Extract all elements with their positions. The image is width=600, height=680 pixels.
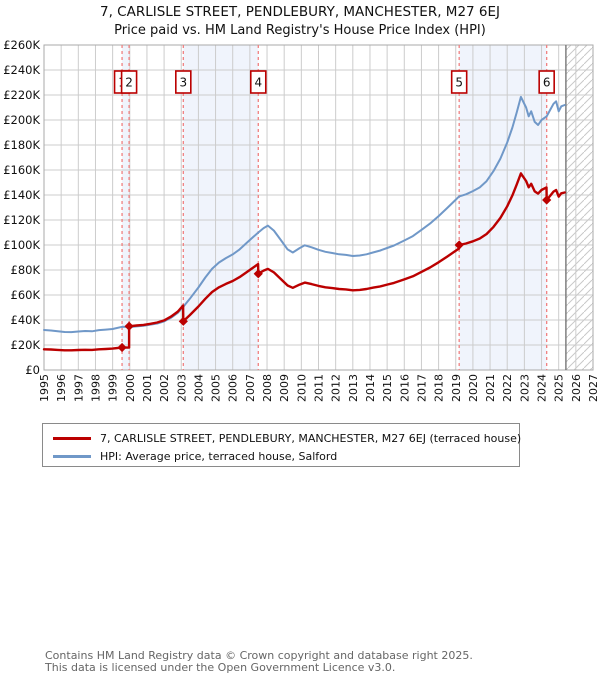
- plot-border: [43, 44, 594, 371]
- x-axis-tick-label: 2014: [364, 374, 377, 402]
- y-axis-tick-label: £20K: [11, 338, 41, 352]
- x-axis-tick-label: 2010: [295, 374, 308, 402]
- x-axis-tick-label: 2008: [261, 374, 274, 402]
- x-axis-tick-label: 2004: [192, 374, 205, 402]
- chart-legend: 7, CARLISLE STREET, PENDLEBURY, MANCHEST…: [42, 423, 521, 467]
- footer-licence: This data is licensed under the Open Gov…: [45, 661, 396, 674]
- x-axis-tick-label: 2024: [536, 374, 549, 402]
- ownership-band: [183, 45, 259, 370]
- x-axis-tick-label: 2017: [415, 374, 428, 402]
- x-axis-tick-label: 1997: [72, 374, 85, 402]
- x-axis-tick-label: 2003: [175, 374, 188, 402]
- page-title: 7, CARLISLE STREET, PENDLEBURY, MANCHEST…: [99, 4, 501, 20]
- x-axis-tick-label: 1998: [89, 374, 102, 402]
- legend-line-swatch: [53, 436, 91, 440]
- x-axis-tick-label: 2027: [587, 374, 600, 402]
- x-axis-tick-label: 2016: [398, 374, 411, 402]
- sale-marker-box: [120, 70, 138, 94]
- x-axis-tick-label: 2006: [227, 374, 240, 402]
- y-axis-tick-label: £40K: [11, 313, 41, 327]
- x-axis-tick-label: 2001: [141, 374, 154, 402]
- legend-label: 7, CARLISLE STREET, PENDLEBURY, MANCHEST…: [100, 431, 522, 445]
- y-axis-tick-label: £220K: [3, 88, 40, 102]
- x-axis-tick-label: 2020: [467, 374, 480, 402]
- sale-marker-number: 4: [254, 76, 262, 90]
- sale-marker-number: 5: [455, 76, 463, 90]
- x-axis-tick-label: 2019: [450, 374, 463, 402]
- sale-point-diamond: [117, 342, 127, 353]
- y-axis-tick-label: £160K: [3, 163, 40, 177]
- x-axis-tick-label: 2018: [433, 374, 446, 402]
- y-axis-tick-label: £60K: [11, 288, 41, 302]
- sale-point-diamond: [178, 316, 188, 326]
- y-axis-tick-label: £180K: [3, 138, 40, 152]
- legend-line-swatch: [53, 454, 91, 458]
- y-axis-tick-label: £260K: [3, 38, 40, 52]
- x-axis-tick-label: 2015: [381, 374, 394, 402]
- future-hatch-region: [565, 45, 593, 370]
- sale-marker-box: [175, 70, 192, 94]
- legend-item: 7, CARLISLE STREET, PENDLEBURY, MANCHEST…: [43, 429, 521, 447]
- y-axis-tick-label: £240K: [3, 63, 40, 77]
- sale-marker-number: 2: [125, 76, 133, 90]
- sale-point-diamond: [124, 321, 134, 331]
- legend-item: HPI: Average price, terraced house, Salf…: [43, 447, 337, 465]
- x-axis-tick-label: 2023: [518, 374, 531, 402]
- y-axis-tick-label: £120K: [3, 213, 40, 227]
- x-axis-tick-label: 2002: [158, 374, 171, 402]
- price-history-chart: 123456£0£20K£40K£60K£80K£100K£120K£140K£…: [3, 38, 600, 402]
- x-axis-tick-label: 1996: [55, 374, 68, 402]
- sale-point-diamond: [454, 240, 464, 250]
- sale-point-diamond: [542, 195, 552, 205]
- x-axis-tick-label: 2012: [330, 374, 343, 402]
- sale-marker-number: 6: [543, 76, 551, 90]
- price-paid-line: [42, 172, 566, 352]
- footer-copyright: Contains HM Land Registry data © Crown c…: [45, 649, 473, 662]
- x-axis-tick-label: 2000: [124, 374, 137, 402]
- x-axis-tick-label: 1999: [107, 374, 120, 402]
- y-axis-tick-label: £140K: [3, 188, 40, 202]
- ownership-band: [459, 45, 547, 370]
- x-axis-tick-label: 2007: [244, 374, 257, 402]
- y-axis-tick-label: £200K: [3, 113, 40, 127]
- x-axis-tick-label: 1995: [38, 374, 51, 402]
- y-axis-tick-label: £100K: [3, 238, 40, 252]
- x-axis-tick-label: 2022: [501, 374, 514, 402]
- y-axis-tick-label: £0: [25, 363, 40, 377]
- sale-marker-box: [249, 70, 267, 94]
- x-axis-tick-label: 2026: [570, 374, 583, 402]
- sale-point-diamond: [253, 269, 263, 279]
- x-axis-tick-label: 2021: [484, 374, 497, 402]
- x-axis-tick-label: 2011: [313, 374, 326, 402]
- x-axis-tick-label: 2005: [210, 374, 223, 402]
- sale-marker-box: [538, 70, 555, 94]
- y-axis-tick-label: £80K: [11, 263, 41, 277]
- x-axis-tick-label: 2013: [347, 374, 360, 402]
- x-axis-tick-label: 2025: [553, 374, 566, 402]
- page-subtitle: Price paid vs. HM Land Registry's House …: [114, 23, 486, 38]
- legend-label: HPI: Average price, terraced house, Salf…: [100, 449, 338, 463]
- sale-marker-box: [450, 70, 468, 94]
- ownership-band: [122, 45, 130, 370]
- x-axis-tick-label: 2009: [278, 374, 291, 402]
- sale-marker-number: 3: [179, 76, 187, 90]
